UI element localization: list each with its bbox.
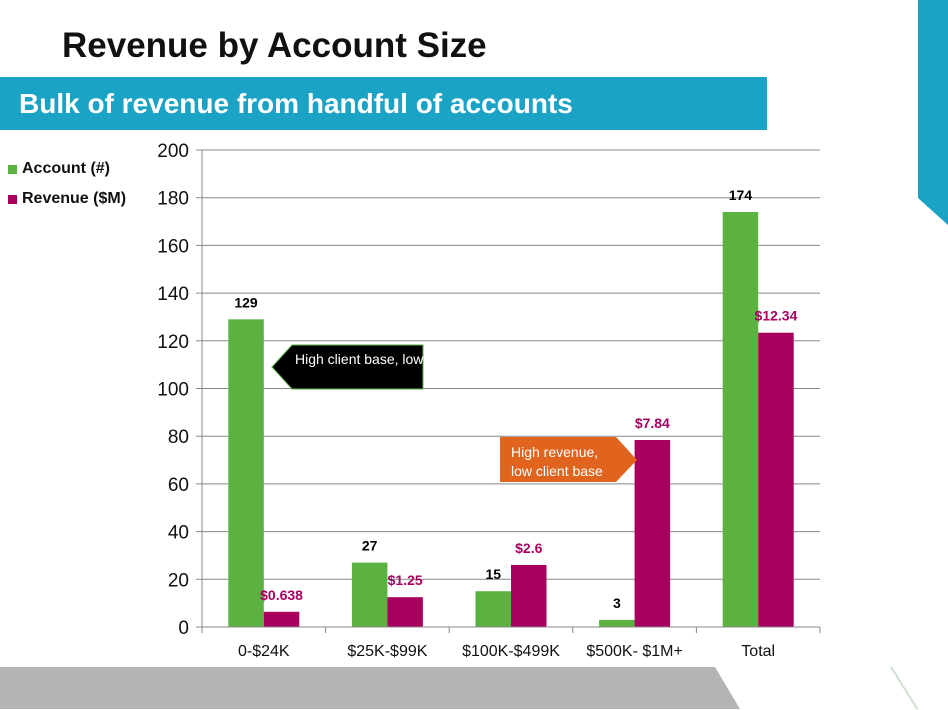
callout-high-revenue: High revenue, low client base <box>511 444 603 479</box>
legend-swatch-revenue <box>8 194 17 204</box>
data-label: $12.34 <box>755 308 798 324</box>
x-tick-label: $100K-$499K <box>462 643 560 660</box>
y-tick-label: 60 <box>168 475 189 496</box>
bar-revenue <box>758 332 794 627</box>
data-label: $7.84 <box>635 415 670 431</box>
page-title: Revenue by Account Size <box>62 26 487 65</box>
bar-revenue <box>634 440 671 627</box>
x-tick-label: $500K- $1M+ <box>586 643 683 660</box>
y-tick-label: 0 <box>178 618 189 639</box>
y-tick-label: 80 <box>168 427 189 448</box>
legend-swatch-account <box>8 164 17 174</box>
y-tick-label: 100 <box>157 380 189 401</box>
bar-account <box>722 212 759 627</box>
x-tick-label: Total <box>741 643 775 660</box>
data-label: 15 <box>485 566 501 582</box>
y-tick-label: 40 <box>168 523 189 544</box>
bar-revenue <box>263 611 300 627</box>
legend-item-revenue: Revenue ($M) <box>8 190 126 208</box>
y-tick-label: 160 <box>157 236 189 257</box>
data-label: 174 <box>729 187 753 203</box>
bar-account <box>475 591 511 627</box>
data-label: $1.25 <box>388 572 423 588</box>
bar-revenue <box>387 597 423 627</box>
data-label: 27 <box>362 538 378 554</box>
y-tick-label: 20 <box>168 570 189 591</box>
y-tick-label: 140 <box>157 284 189 305</box>
x-tick-label: $25K-$99K <box>347 643 427 660</box>
data-label: $0.638 <box>260 587 303 603</box>
data-label: $2.6 <box>515 540 542 556</box>
bar-account <box>599 619 635 627</box>
data-label: 129 <box>234 294 258 310</box>
data-label: 3 <box>613 595 621 611</box>
subtitle-banner: Bulk of revenue from handful of accounts <box>0 77 767 130</box>
legend-item-account: Account (#) <box>8 160 110 178</box>
bar-account <box>351 562 388 627</box>
y-tick-label: 200 <box>157 141 189 162</box>
callout-high-client-base: High client base, low revenue <box>295 351 478 367</box>
legend-label: Account (#) <box>22 160 110 177</box>
bar-revenue <box>511 564 547 627</box>
y-tick-label: 120 <box>157 332 189 353</box>
decorative-corner-shape <box>918 0 948 225</box>
x-tick-label: 0-$24K <box>238 643 290 660</box>
subtitle: Bulk of revenue from handful of accounts <box>19 88 573 119</box>
y-tick-label: 180 <box>157 189 189 210</box>
bar-account <box>228 319 264 627</box>
decorative-bottom-band <box>0 667 740 709</box>
legend-label: Revenue ($M) <box>22 190 127 207</box>
